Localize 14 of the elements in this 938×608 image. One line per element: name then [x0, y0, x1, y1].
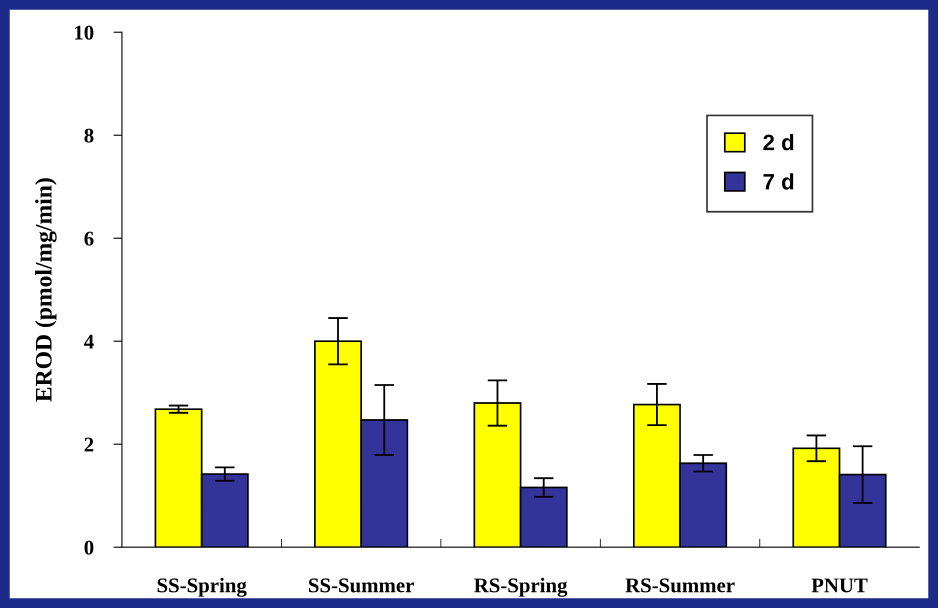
y-tick-label: 6	[84, 232, 94, 246]
y-tick-label: 2	[84, 438, 94, 452]
x-tick-label: RS-Summer	[625, 578, 735, 592]
y-axis-title: EROD (pmol/mg/min)	[35, 178, 57, 402]
y-tick-label: 8	[84, 128, 94, 143]
y-tick-label: 0	[84, 540, 94, 555]
y-tick-label: 4	[84, 334, 94, 348]
x-tick-label: PNUT	[812, 578, 868, 592]
x-tick-label: SS-Spring	[158, 578, 247, 597]
x-tick-label: RS-Spring	[474, 578, 568, 597]
legend-label: 2 d	[763, 134, 794, 150]
y-tick-label: 10	[75, 26, 94, 40]
x-tick-label: SS-Summer	[309, 578, 414, 592]
legend-label: 7 d	[764, 173, 794, 190]
